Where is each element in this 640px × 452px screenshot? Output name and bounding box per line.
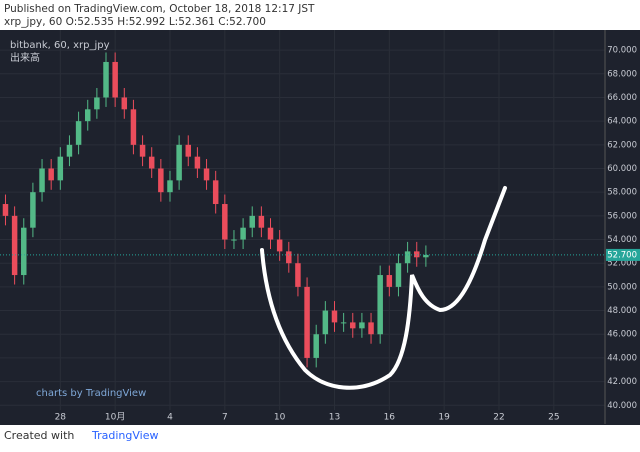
y-tick-label: 52.000 bbox=[607, 259, 637, 269]
candle-body bbox=[121, 97, 128, 110]
plot: 40.000 42.000 44.000 46.000 48.000 50.000 52.0… bbox=[0, 30, 640, 425]
y-tick-label: 60.000 bbox=[607, 164, 637, 174]
y-tick-label: 56.000 bbox=[607, 211, 637, 221]
candle-body bbox=[267, 227, 274, 240]
y-tick-label: 66.000 bbox=[607, 93, 637, 103]
chart-subtitle: 出来高 bbox=[10, 51, 40, 64]
x-tick-label: 16 bbox=[384, 413, 396, 423]
candle-body bbox=[395, 263, 402, 287]
y-tick-label: 62.000 bbox=[607, 140, 637, 150]
candle-body bbox=[21, 227, 27, 276]
candle-body bbox=[39, 168, 45, 193]
candle-body bbox=[75, 121, 82, 145]
footer-created: Created with bbox=[4, 429, 74, 442]
candle-body bbox=[48, 168, 54, 181]
x-tick-label: 4 bbox=[167, 413, 173, 423]
candle-body bbox=[212, 180, 219, 205]
x-tick-label: 13 bbox=[329, 413, 340, 423]
candle-body bbox=[158, 168, 164, 193]
price-axis-bg bbox=[605, 30, 640, 425]
candle-body bbox=[66, 144, 73, 157]
y-tick-label: 48.000 bbox=[607, 306, 637, 316]
candle-body bbox=[185, 144, 192, 157]
candle-body bbox=[377, 275, 383, 335]
candle-body bbox=[94, 97, 100, 110]
y-tick-label: 54.000 bbox=[607, 235, 637, 245]
candle-body bbox=[194, 156, 201, 169]
candle-body bbox=[176, 144, 182, 181]
candle-body bbox=[413, 251, 420, 258]
y-tick-label: 64.000 bbox=[607, 117, 637, 127]
candle-body bbox=[84, 109, 91, 122]
candle-body bbox=[203, 168, 210, 181]
candle-body bbox=[167, 180, 173, 193]
last-price-label: 52.700 bbox=[607, 250, 637, 260]
candle-body bbox=[304, 286, 310, 358]
last-price-box bbox=[606, 248, 640, 261]
candle-body bbox=[30, 192, 36, 228]
footer-brand[interactable]: TradingView bbox=[91, 429, 158, 442]
candle-body bbox=[240, 227, 246, 240]
candle-body bbox=[2, 204, 9, 216]
y-tick-label: 50.000 bbox=[607, 282, 637, 292]
candle-body bbox=[350, 322, 356, 329]
candle-body bbox=[276, 239, 283, 252]
watermark: charts by TradingView bbox=[36, 388, 146, 399]
candle-body bbox=[340, 322, 347, 324]
candle-body bbox=[313, 334, 319, 358]
candle-body bbox=[231, 239, 237, 241]
y-tick-label: 40.000 bbox=[607, 401, 637, 411]
y-tick-label: 44.000 bbox=[607, 353, 637, 363]
candle-body bbox=[148, 156, 155, 169]
candle-body bbox=[139, 144, 146, 157]
candle-body bbox=[222, 204, 228, 240]
x-tick-label: 28 bbox=[55, 413, 67, 423]
candle-body bbox=[295, 263, 301, 287]
y-tick-label: 46.000 bbox=[607, 330, 637, 340]
ohlc-line: xrp_jpy, 60 O:52.535 H:52.992 L:52.361 C… bbox=[4, 16, 266, 28]
y-tick-label: 42.000 bbox=[607, 377, 637, 387]
candle-body bbox=[286, 251, 292, 264]
candle-body bbox=[404, 251, 411, 264]
candle-body bbox=[386, 275, 393, 287]
x-tick-label: 10月 bbox=[105, 412, 125, 423]
candle-body bbox=[359, 322, 365, 329]
candle-body bbox=[103, 61, 109, 98]
x-tick-label: 19 bbox=[438, 413, 450, 423]
x-tick-label: 7 bbox=[222, 413, 228, 423]
candle-body bbox=[112, 61, 118, 98]
candle-body bbox=[130, 109, 137, 145]
hand-drawn-curve bbox=[260, 186, 507, 390]
candle-body bbox=[57, 156, 64, 181]
candle-body bbox=[11, 215, 18, 276]
candle-body bbox=[331, 310, 338, 323]
x-tick-label: 22 bbox=[493, 413, 504, 423]
candle-body bbox=[258, 215, 265, 228]
x-tick-label: 10 bbox=[274, 413, 286, 423]
y-tick-label: 58.000 bbox=[607, 188, 637, 198]
x-tick-label: 25 bbox=[548, 413, 559, 423]
candle-body bbox=[368, 322, 374, 335]
candle-body bbox=[423, 254, 429, 258]
candle-body bbox=[249, 215, 255, 228]
chart-title: bitbank, 60, xrp_jpy bbox=[10, 40, 110, 51]
chart-bg bbox=[0, 30, 640, 425]
y-tick-label: 70.000 bbox=[607, 46, 637, 56]
y-tick-label: 68.000 bbox=[607, 69, 637, 79]
published-line: Published on TradingView.com, October 18… bbox=[4, 3, 315, 15]
candle-body bbox=[322, 310, 329, 335]
